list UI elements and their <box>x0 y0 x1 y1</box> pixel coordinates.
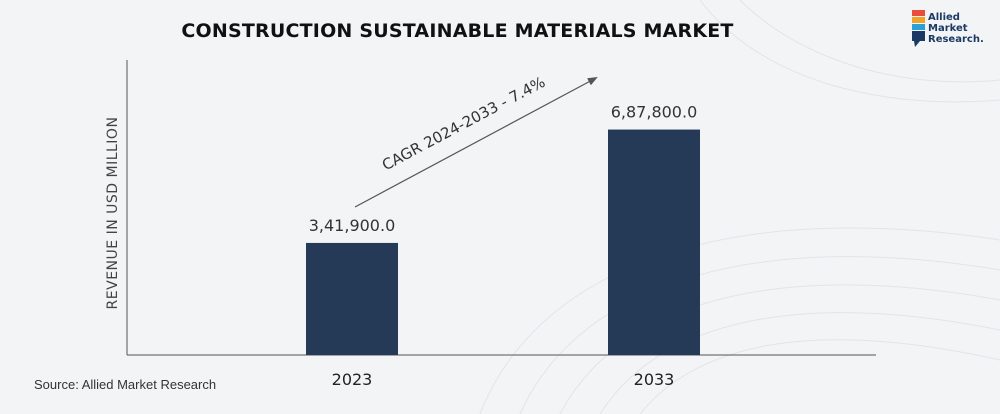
cagr-arrow <box>354 77 598 208</box>
chart-title: CONSTRUCTION SUSTAINABLE MATERIALS MARKE… <box>181 20 734 42</box>
x-tick-label-2033: 2033 <box>634 370 675 389</box>
allied-market-research-logo: Allied Market Research. <box>912 10 992 54</box>
value-label-2023: 3,41,900.0 <box>309 216 396 235</box>
logo-text: Allied Market Research. <box>928 12 984 45</box>
bar-2033 <box>608 129 700 355</box>
source-note: Source: Allied Market Research <box>34 377 217 392</box>
cagr-annotation: CAGR 2024-2033 - 7.4% <box>379 73 548 174</box>
logo-line-1: Allied <box>928 12 960 23</box>
logo-line-3: Research. <box>928 34 984 45</box>
logo-line-2: Market <box>928 23 968 34</box>
x-tick-label-2023: 2023 <box>332 370 373 389</box>
value-label-2033: 6,87,800.0 <box>611 103 698 122</box>
bar-2023 <box>306 242 398 355</box>
logo-mark-icon <box>912 10 925 47</box>
